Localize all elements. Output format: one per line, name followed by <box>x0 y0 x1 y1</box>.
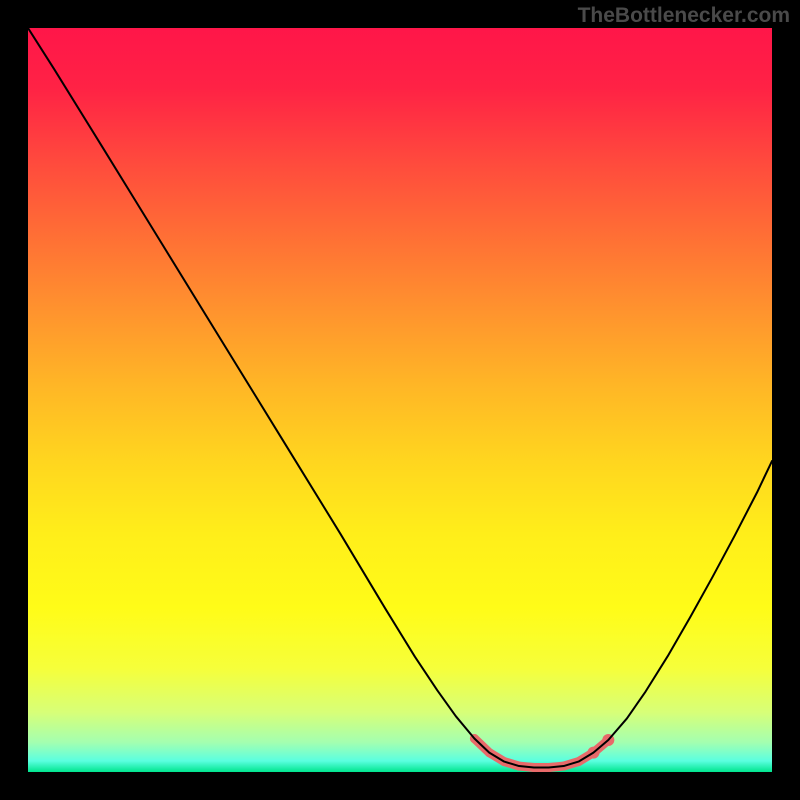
bottleneck-chart <box>0 0 800 800</box>
watermark-text: TheBottlenecker.com <box>578 4 790 28</box>
chart-gradient-background <box>28 28 772 772</box>
